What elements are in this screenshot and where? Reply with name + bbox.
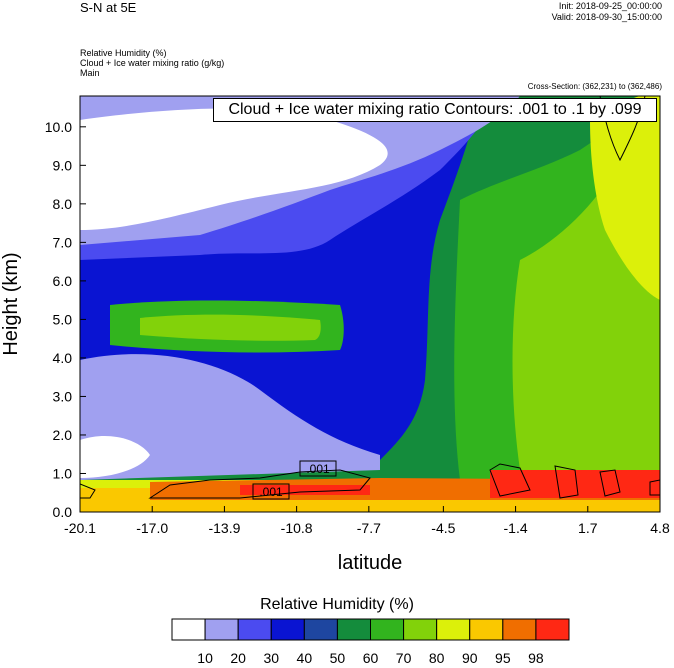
x-tick-label: -7.7: [357, 520, 381, 536]
y-tick-label: 5.0: [53, 311, 73, 327]
contour-label-box: [299, 460, 337, 477]
colorbar-swatch: [336, 618, 371, 641]
rh-region-10-lower: [80, 435, 150, 478]
colorbar-swatch: [403, 618, 438, 641]
plot-frame: [79, 95, 661, 513]
field-main: Main: [80, 68, 100, 78]
colorbar-swatch: [436, 618, 471, 641]
cloud-contour-right: [489, 463, 660, 499]
colorbar-label: 30: [263, 650, 279, 666]
rh-region-90-right: [590, 96, 660, 300]
colorbar-label: 50: [330, 650, 346, 666]
contour-info-box: Cloud + Ice water mixing ratio Contours:…: [213, 98, 657, 122]
valid-time: Valid: 2018-09-30_15:00:00: [551, 12, 662, 22]
y-axis-label: Height (km): [0, 252, 22, 355]
rh-region-80-band: [140, 314, 321, 341]
plot-title: S-N at 5E: [80, 0, 137, 15]
colorbar-label: 70: [396, 650, 412, 666]
field-cloud-ice: Cloud + Ice water mixing ratio (g/kg): [80, 58, 225, 68]
colorbar-label: 40: [297, 650, 313, 666]
colorbar-label: 95: [495, 650, 511, 666]
x-tick-label: -13.9: [208, 520, 240, 536]
field-descriptions: Relative Humidity (%) Cloud + Ice water …: [80, 48, 224, 78]
colorbar-label: 80: [429, 650, 445, 666]
colorbar-swatch: [204, 618, 239, 641]
y-tick-label: 8.0: [53, 196, 73, 212]
contour-label-box: [252, 483, 290, 500]
x-tick-label: -20.1: [64, 520, 96, 536]
x-axis: -20.1 -17.0 -13.9 -10.8 -7.7 -4.5 -1.4 1.7 4.8: [64, 506, 670, 536]
x-tick-label: -10.8: [281, 520, 313, 536]
x-tick-label: -4.5: [431, 520, 455, 536]
colorbar-swatch: [237, 618, 272, 641]
colorbar-label: 10: [197, 650, 213, 666]
rh-region-10-upper: [80, 108, 388, 230]
y-tick-label: 3.0: [53, 388, 73, 404]
cross-section-label: Cross-Section: (362,231) to (362,486): [527, 82, 662, 91]
y-tick-label: 9.0: [53, 157, 73, 173]
y-tick-label: 6.0: [53, 273, 73, 289]
rh-field: [80, 96, 660, 512]
contour-labels: .001 .001: [252, 460, 337, 500]
colorbar-label: 60: [363, 650, 379, 666]
init-valid-times: Init: 2018-09-25_00:00:00 Valid: 2018-09…: [552, 1, 662, 23]
x-tick-label: 4.8: [650, 520, 670, 536]
colorbar-swatch: [270, 618, 305, 641]
field-rh: Relative Humidity (%): [80, 48, 167, 58]
colorbar-label: 98: [528, 650, 544, 666]
rh-region-20-lower: [80, 354, 380, 480]
contour-label: .001: [259, 485, 283, 499]
cloud-contour-lowlevel: [148, 469, 371, 499]
y-axis: 0.0 1.0 2.0 3.0 4.0 5.0 6.0 7.0 8.0 9.0 10.0: [45, 119, 86, 520]
x-tick-label: 1.7: [578, 520, 598, 536]
colorbar: 10 20 30 40 50 60 70 80 90 95 98: [171, 618, 570, 666]
colorbar-swatch: [502, 618, 537, 641]
colorbar-swatch: [171, 618, 206, 641]
colorbar-title: Relative Humidity (%): [260, 596, 414, 613]
contour-label: .001: [306, 462, 330, 476]
y-tick-label: 10.0: [45, 119, 72, 135]
x-tick-label: -1.4: [504, 520, 528, 536]
colorbar-label: 90: [462, 650, 478, 666]
colorbar-swatch: [469, 618, 504, 641]
y-tick-label: 0.0: [53, 504, 73, 520]
colorbar-swatch: [370, 618, 405, 641]
colorbar-label: 20: [230, 650, 246, 666]
y-tick-label: 7.0: [53, 234, 73, 250]
y-tick-label: 2.0: [53, 427, 73, 443]
colorbar-swatch: [303, 618, 338, 641]
cloud-contour-left: [80, 483, 96, 499]
colorbar-swatch: [535, 618, 570, 641]
init-time: Init: 2018-09-25_00:00:00: [558, 1, 662, 11]
x-axis-label: latitude: [338, 552, 403, 574]
y-tick-label: 4.0: [53, 350, 73, 366]
y-tick-label: 1.0: [53, 465, 73, 481]
x-tick-label: -17.0: [136, 520, 168, 536]
